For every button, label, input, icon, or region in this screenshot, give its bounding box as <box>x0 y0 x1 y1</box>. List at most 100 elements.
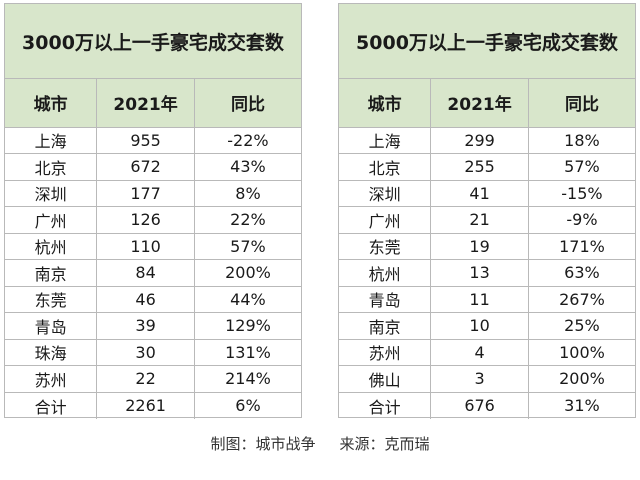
city-cell: 南京 <box>5 259 98 287</box>
yoy-cell: -22% <box>194 127 301 154</box>
city-cell: 杭州 <box>339 259 432 287</box>
yoy-cell: 18% <box>528 127 635 154</box>
city-cell: 佛山 <box>339 365 432 393</box>
year-value-cell: 955 <box>96 127 195 154</box>
table-row: 东莞 19 171% <box>339 233 635 260</box>
left-header-year: 2021年 <box>96 79 195 128</box>
table-row: 南京 10 25% <box>339 312 635 340</box>
table-row: 上海 955 -22% <box>5 127 301 154</box>
year-value-cell: 30 <box>96 339 195 366</box>
year-value-cell: 19 <box>430 233 529 260</box>
year-value-cell: 11 <box>430 286 529 313</box>
city-cell: 东莞 <box>5 286 98 313</box>
table-row: 广州 126 22% <box>5 206 301 234</box>
yoy-cell: 31% <box>564 396 600 415</box>
yoy-cell: -9% <box>528 206 635 234</box>
table-row: 珠海 30 131% <box>5 339 301 366</box>
year-value-cell: 672 <box>96 153 195 181</box>
city-cell: 青岛 <box>339 286 432 313</box>
city-cell: 杭州 <box>5 233 98 260</box>
table-row: 杭州 13 63% <box>339 259 635 287</box>
yoy-cell: 44% <box>194 286 301 313</box>
table-row: 青岛 11 267% <box>339 286 635 313</box>
right-table: 城市 2021年 同比 上海 299 18% 北京 255 57% 深圳 41 -15% 广州 21… <box>339 79 635 419</box>
right-table-header-row: 城市 2021年 同比 <box>339 79 635 128</box>
yoy-cell: 214% <box>194 365 301 393</box>
right-header-year: 2021年 <box>430 79 529 128</box>
left-table-panel: 3000万以上一手豪宅成交套数 城市 2021年 同比 上海 955 -22% 北京 6… <box>4 3 302 419</box>
city-cell: 北京 <box>5 153 98 181</box>
table-row: 深圳 41 -15% <box>339 180 635 207</box>
yoy-cell: 131% <box>194 339 301 366</box>
city-cell: 广州 <box>5 206 98 234</box>
table-row: 北京 672 43% <box>5 153 301 181</box>
year-value-cell: 84 <box>96 259 195 287</box>
city-cell: 深圳 <box>339 180 432 207</box>
year-value-cell: 46 <box>96 286 195 313</box>
table-row: 上海 299 18% <box>339 127 635 154</box>
year-value-cell: 22 <box>96 365 195 393</box>
city-cell: 上海 <box>339 127 432 154</box>
right-table-title: 5000万以上一手豪宅成交套数 <box>339 4 635 79</box>
table-row: 青岛 39 129% <box>5 312 301 340</box>
right-header-yoy: 同比 <box>528 79 635 128</box>
table-row: 东莞 46 44% <box>5 286 301 313</box>
city-cell: 南京 <box>339 312 432 340</box>
yoy-cell: 25% <box>528 312 635 340</box>
right-header-city: 城市 <box>339 79 432 128</box>
city-cell: 青岛 <box>5 312 98 340</box>
year-value-cell: 41 <box>430 180 529 207</box>
yoy-cell: 129% <box>194 312 301 340</box>
year-value-cell: 13 <box>430 259 529 287</box>
city-cell: 深圳 <box>5 180 98 207</box>
left-header-yoy: 同比 <box>194 79 301 128</box>
left-header-city: 城市 <box>5 79 98 128</box>
yoy-cell: 8% <box>194 180 301 207</box>
table-row: 苏州 22 214% <box>5 365 301 393</box>
yoy-cell: 57% <box>528 153 635 181</box>
year-value-cell: 3 <box>430 365 529 393</box>
year-value-cell: 255 <box>430 153 529 181</box>
table-row: 合计 2261 6% <box>5 392 301 419</box>
year-value-cell: 21 <box>430 206 529 234</box>
yoy-cell: 100% <box>528 339 635 366</box>
table-row: 广州 21 -9% <box>339 206 635 234</box>
city-cell: 上海 <box>5 127 98 154</box>
right-table-body: 上海 299 18% 北京 255 57% 深圳 41 -15% 广州 21 -9% 东莞 19 171% 杭… <box>339 127 635 419</box>
right-table-panel: 5000万以上一手豪宅成交套数 城市 2021年 同比 上海 299 18% 北京 25… <box>338 3 636 419</box>
left-table-header-row: 城市 2021年 同比 <box>5 79 301 128</box>
city-cell: 北京 <box>339 153 432 181</box>
left-table-body: 上海 955 -22% 北京 672 43% 深圳 177 8% 广州 126 22% 杭州 110 57%… <box>5 127 301 419</box>
table-row: 合计 676 31% <box>339 392 635 419</box>
year-value-cell: 676 <box>430 392 529 419</box>
city-cell: 苏州 <box>5 365 98 393</box>
yoy-cell: -15% <box>528 180 635 207</box>
left-table: 城市 2021年 同比 上海 955 -22% 北京 672 43% 深圳 177 8% 广州 12… <box>5 79 301 419</box>
city-cell: 合计 <box>339 392 432 419</box>
year-value-cell: 177 <box>96 180 195 207</box>
city-cell: 合计 <box>5 392 98 419</box>
yoy-cell: 6% <box>235 396 261 415</box>
yoy-cell: 171% <box>528 233 635 260</box>
year-value-cell: 110 <box>96 233 195 260</box>
city-cell: 珠海 <box>5 339 98 366</box>
city-cell: 广州 <box>339 206 432 234</box>
yoy-cell: 267% <box>528 286 635 313</box>
left-table-title: 3000万以上一手豪宅成交套数 <box>5 4 301 79</box>
year-value-cell: 10 <box>430 312 529 340</box>
panel-divider <box>310 0 330 420</box>
footer-chart-by: 制图：城市战争 <box>210 434 316 453</box>
yoy-cell: 200% <box>528 365 635 393</box>
yoy-cell: 200% <box>194 259 301 287</box>
table-row: 北京 255 57% <box>339 153 635 181</box>
city-cell: 东莞 <box>339 233 432 260</box>
footer-credits: 制图：城市战争 来源：克而瑞 <box>0 423 640 463</box>
year-value-cell: 39 <box>96 312 195 340</box>
table-row: 苏州 4 100% <box>339 339 635 366</box>
footer-source: 来源：克而瑞 <box>339 434 430 453</box>
table-row: 佛山 3 200% <box>339 365 635 393</box>
table-row: 南京 84 200% <box>5 259 301 287</box>
yoy-cell: 57% <box>194 233 301 260</box>
yoy-cell: 63% <box>528 259 635 287</box>
table-row: 杭州 110 57% <box>5 233 301 260</box>
